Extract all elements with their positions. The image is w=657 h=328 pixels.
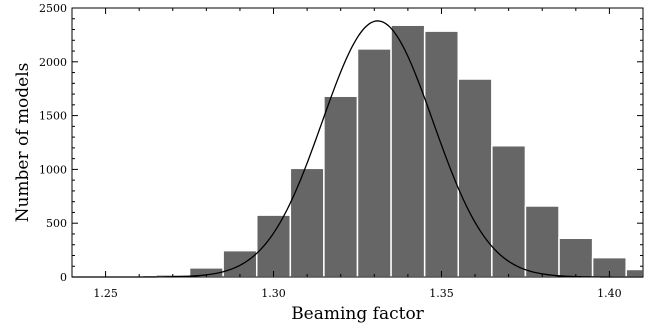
x-axis-label: Beaming factor: [291, 304, 424, 324]
x-tick-label: 1.25: [93, 287, 118, 300]
tick-labels: 1.25 1.30 1.35 1.40 0 500 1000 1500 2000 2500: [39, 2, 622, 300]
histogram-bar: [323, 95, 359, 278]
histogram-bar: [423, 30, 460, 278]
y-tick-label: 2000: [39, 56, 67, 69]
histogram-bars: [121, 24, 644, 278]
y-tick-label: 0: [60, 271, 67, 284]
histogram-bar: [390, 24, 426, 278]
y-tick-label: 500: [46, 217, 67, 230]
axis-ticks: [71, 7, 644, 278]
histogram-bar: [289, 167, 325, 278]
histogram-bar: [558, 237, 594, 278]
y-tick-label: 1000: [39, 163, 67, 176]
y-tick-label: 1500: [39, 110, 67, 123]
histogram-bar: [222, 249, 258, 278]
histogram-bar: [457, 78, 493, 278]
plot-frame: [71, 7, 644, 278]
x-tick-label: 1.30: [261, 287, 286, 300]
histogram-bar: [255, 214, 292, 278]
y-tick-label: 2500: [39, 2, 67, 15]
x-tick-label: 1.40: [597, 287, 622, 300]
histogram-bar: [491, 144, 527, 278]
x-tick-label: 1.35: [429, 287, 454, 300]
histogram-bar: [356, 48, 392, 278]
histogram-bar: [625, 268, 644, 278]
histogram-bar: [524, 205, 560, 278]
y-axis-label: Number of models: [13, 63, 33, 223]
